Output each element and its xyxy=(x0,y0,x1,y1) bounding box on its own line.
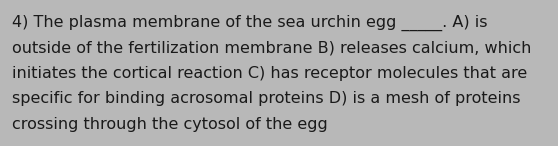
Text: outside of the fertilization membrane B) releases calcium, which: outside of the fertilization membrane B)… xyxy=(12,40,532,55)
Text: 4) The plasma membrane of the sea urchin egg _____. A) is: 4) The plasma membrane of the sea urchin… xyxy=(12,15,488,31)
Text: specific for binding acrosomal proteins D) is a mesh of proteins: specific for binding acrosomal proteins … xyxy=(12,91,521,106)
Text: initiates the cortical reaction C) has receptor molecules that are: initiates the cortical reaction C) has r… xyxy=(12,66,527,81)
Text: crossing through the cytosol of the egg: crossing through the cytosol of the egg xyxy=(12,117,328,132)
